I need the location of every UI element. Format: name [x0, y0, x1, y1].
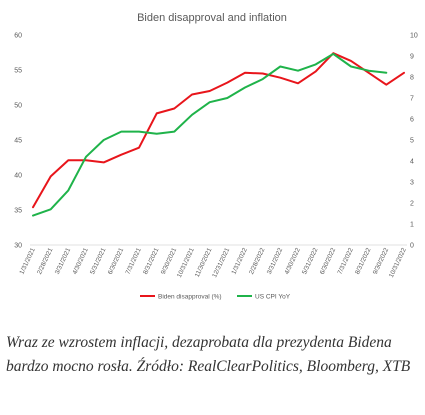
x-tick-label: 9/30/2021 — [160, 246, 179, 275]
legend: Biden disapproval (%) US CPI YoY — [140, 294, 291, 301]
right-tick-label: 10 — [410, 33, 418, 40]
x-tick-label: 6/30/2021 — [107, 246, 126, 275]
right-tick-label: 8 — [410, 75, 414, 82]
series-line-1 — [32, 52, 405, 209]
x-tick-label: 2/28/2021 — [36, 246, 55, 275]
x-tick-label: 8/31/2021 — [142, 246, 161, 275]
series-line-2 — [32, 52, 388, 217]
x-tick-label: 1/31/2022 — [230, 246, 249, 275]
legend-label-1: Biden disapproval (%) — [158, 294, 222, 301]
right-tick-label: 9 — [410, 54, 414, 61]
right-tick-label: 4 — [410, 159, 414, 166]
x-axis-ticks: 1/31/2021 2/28/2021 3/31/2021 4/30/2021 5/31… — [18, 246, 408, 278]
left-axis-ticks: 30 35 40 45 50 55 60 — [14, 33, 22, 250]
left-tick-label: 60 — [14, 33, 22, 40]
x-tick-label: 3/31/2021 — [54, 246, 73, 275]
x-tick-label: 6/30/2022 — [319, 246, 338, 275]
x-tick-label: 9/30/2022 — [372, 246, 391, 275]
left-tick-label: 45 — [14, 138, 22, 145]
left-tick-label: 35 — [14, 208, 22, 215]
right-tick-label: 0 — [410, 243, 414, 250]
right-tick-label: 2 — [410, 201, 414, 208]
right-tick-label: 7 — [410, 96, 414, 103]
x-tick-label: 5/31/2021 — [89, 246, 108, 275]
x-tick-label: 3/31/2022 — [266, 246, 285, 275]
x-tick-label: 10/31/2021 — [176, 246, 196, 278]
x-tick-label: 11/30/2021 — [194, 246, 214, 278]
right-tick-label: 5 — [410, 138, 414, 145]
x-tick-label: 4/30/2022 — [283, 246, 302, 275]
left-tick-label: 30 — [14, 243, 22, 250]
line-chart: Biden disapproval and inflation 30354045… — [14, 12, 418, 301]
right-axis-ticks: 0 1 2 3 4 5 6 7 8 9 10 — [410, 33, 418, 250]
legend-label-2: US CPI YoY — [255, 294, 291, 301]
right-tick-label: 6 — [410, 117, 414, 124]
x-tick-label: 2/28/2022 — [248, 246, 267, 275]
x-tick-label: 5/31/2022 — [301, 246, 320, 275]
x-tick-label: 7/31/2022 — [336, 246, 355, 275]
right-tick-label: 1 — [410, 222, 414, 229]
chart-title: Biden disapproval and inflation — [137, 12, 287, 24]
x-tick-label: 10/31/2022 — [388, 246, 408, 278]
right-tick-label: 3 — [410, 180, 414, 187]
x-tick-label: 4/30/2021 — [71, 246, 90, 275]
x-tick-label: 12/31/2021 — [211, 246, 231, 278]
left-tick-label: 50 — [14, 103, 22, 110]
x-tick-label: 8/31/2022 — [354, 246, 373, 275]
x-tick-label: 1/31/2021 — [18, 246, 37, 275]
left-tick-label: 55 — [14, 68, 22, 75]
series-lines — [32, 52, 405, 217]
caption: Wraz ze wzrostem inflacji, dezaprobata d… — [6, 334, 411, 375]
left-tick-label: 40 — [14, 173, 22, 180]
x-tick-label: 7/31/2021 — [124, 246, 143, 275]
